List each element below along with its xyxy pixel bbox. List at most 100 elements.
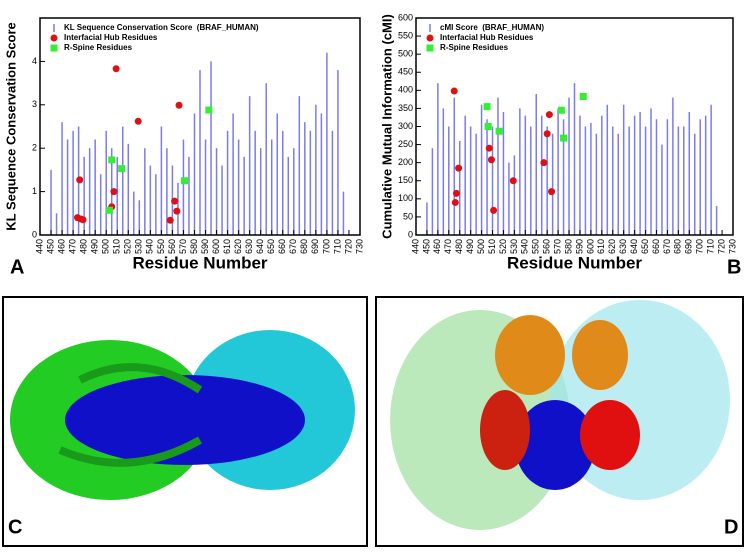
x-tick-label: 520 — [123, 239, 133, 254]
point — [484, 123, 492, 130]
x-tick-label: 700 — [321, 239, 331, 254]
x-tick-label: 590 — [574, 239, 584, 254]
y-tick-label: 4 — [32, 56, 37, 66]
x-tick-label: 530 — [134, 239, 144, 254]
y-tick-label: 0 — [32, 229, 37, 239]
x-axis-label: Residue Number — [132, 253, 267, 272]
point — [487, 156, 495, 164]
x-tick-label: 640 — [629, 239, 639, 254]
x-tick-label: 560 — [542, 239, 552, 254]
x-tick-label: 720 — [343, 239, 353, 254]
point — [110, 188, 118, 196]
x-tick-label: 620 — [607, 239, 617, 254]
x-axis-label: Residue Number — [507, 253, 642, 272]
point — [76, 176, 84, 184]
x-tick-label: 690 — [310, 239, 320, 254]
spheres-red — [480, 390, 530, 470]
point — [450, 87, 458, 95]
chart: 0 1 2 3 4 440 450 460 470 480 490 500 510 520 530 540 55… — [3, 17, 364, 278]
x-tick-label: 670 — [662, 239, 672, 254]
y-tick-label: 200 — [398, 157, 413, 167]
x-tick-label: 650 — [266, 239, 276, 254]
y-tick-label: 50 — [403, 211, 413, 221]
point — [543, 130, 551, 138]
ribbon — [58, 363, 203, 467]
x-tick-label: 600 — [585, 239, 595, 254]
x-tick-label: 640 — [255, 239, 265, 254]
x-tick-label: 570 — [178, 239, 188, 254]
x-tick-label: 610 — [222, 239, 232, 254]
point — [579, 92, 587, 100]
point — [483, 103, 491, 111]
y-tick-label: 1 — [32, 186, 37, 196]
x-tick-label: 680 — [299, 239, 309, 254]
point — [171, 197, 179, 205]
x-tick-label: 460 — [432, 239, 442, 254]
x-tick-label: 510 — [487, 239, 497, 254]
x-tick-label: 590 — [200, 239, 210, 254]
panel-label: C — [8, 516, 22, 538]
panel-d: D — [375, 296, 744, 547]
point — [108, 156, 116, 164]
x-tick-label: 470 — [443, 239, 453, 254]
y-tick-label: 2 — [32, 143, 37, 153]
point — [485, 144, 493, 152]
x-tick-label: 620 — [233, 239, 243, 254]
x-tick-label: 660 — [651, 239, 661, 254]
x-tick-label: 500 — [101, 239, 111, 254]
point — [134, 117, 142, 125]
point — [509, 177, 517, 185]
x-tick-label: 650 — [640, 239, 650, 254]
legend-label: R-Spine Residues — [64, 43, 133, 52]
point — [452, 189, 460, 197]
y-tick-label: 0 — [408, 229, 413, 239]
legend-symbol — [426, 44, 434, 52]
x-tick-label: 730 — [354, 239, 364, 254]
panel-c: C — [2, 296, 368, 547]
point — [455, 164, 463, 172]
spheres-orange — [495, 315, 565, 395]
legend-symbol — [426, 34, 434, 42]
point — [79, 216, 87, 224]
x-tick-label: 440 — [34, 239, 44, 254]
spheres-red — [580, 400, 640, 470]
point — [112, 65, 120, 73]
point — [540, 159, 548, 167]
legend-label: R-Spine Residues — [440, 43, 509, 52]
x-tick-label: 660 — [277, 239, 287, 254]
x-tick-label: 570 — [552, 239, 562, 254]
point — [181, 177, 189, 185]
legend-label: Interfacial Hub Residues — [64, 33, 158, 42]
point — [205, 106, 213, 114]
x-tick-label: 490 — [90, 239, 100, 254]
x-tick-label: 460 — [56, 239, 66, 254]
y-tick-label: 3 — [32, 99, 37, 109]
x-tick-label: 470 — [67, 239, 77, 254]
legend-label: KL Sequence Conservation Score (BRAF_HUM… — [64, 23, 259, 32]
panel-label: A — [10, 256, 24, 278]
y-axis-label: Cumulative Mutual Information (cMI) — [379, 14, 394, 239]
x-tick-label: 550 — [156, 239, 166, 254]
y-tick-label: 350 — [398, 103, 413, 113]
x-tick-label: 610 — [596, 239, 606, 254]
x-tick-label: 560 — [167, 239, 177, 254]
x-tick-label: 480 — [79, 239, 89, 254]
x-tick-label: 630 — [244, 239, 254, 254]
spheres-orange — [572, 320, 628, 390]
point — [490, 206, 498, 214]
y-tick-label: 300 — [398, 121, 413, 131]
point — [495, 127, 503, 135]
plot-frame — [39, 17, 361, 236]
x-tick-label: 540 — [145, 239, 155, 254]
x-tick-label: 710 — [706, 239, 716, 254]
legend-label: cMI Score (BRAF_HUMAN) — [440, 23, 544, 32]
x-tick-label: 710 — [332, 239, 342, 254]
y-tick-label: 250 — [398, 139, 413, 149]
x-tick-label: 450 — [45, 239, 55, 254]
x-tick-label: 720 — [716, 239, 726, 254]
panel-label: D — [724, 516, 738, 538]
y-tick-label: 550 — [398, 30, 413, 40]
x-tick-label: 580 — [563, 239, 573, 254]
x-tick-label: 540 — [520, 239, 530, 254]
point — [173, 207, 181, 215]
